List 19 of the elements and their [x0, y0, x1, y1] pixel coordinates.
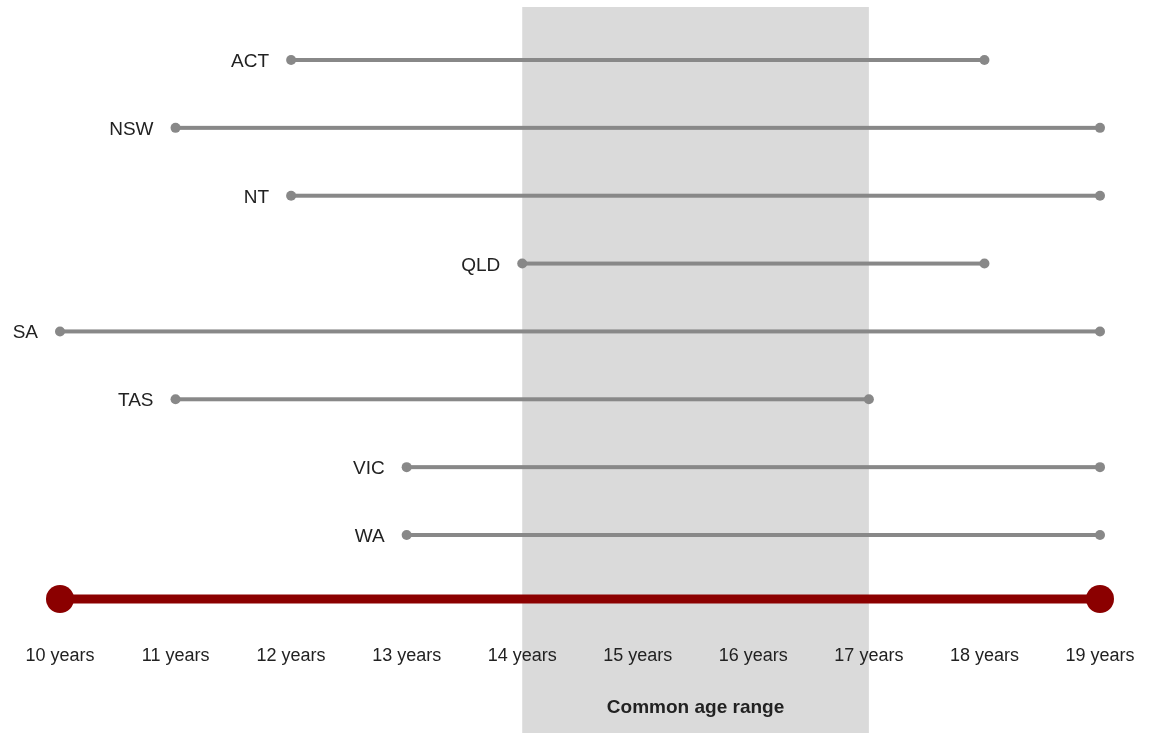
band-label: Common age range	[606, 696, 785, 717]
y-tick-label: QLD	[461, 253, 501, 275]
x-tick-label: 15 years	[603, 645, 673, 665]
x-tick-label: 16 years	[718, 645, 788, 665]
x-tick-label: 11 years	[141, 645, 210, 665]
y-tick-label: SA	[12, 321, 39, 343]
x-tick-label: 17 years	[834, 645, 904, 665]
x-tick-label: 13 years	[372, 645, 442, 665]
y-tick-label: TAS	[118, 389, 154, 411]
x-tick-label: 18 years	[949, 645, 1019, 665]
x-tick-label: 14 years	[487, 645, 557, 665]
y-tick-label: NSW	[109, 117, 154, 139]
x-tick-label: 10 years	[25, 645, 95, 665]
y-tick-label: VIC	[352, 457, 385, 479]
x-tick-label: 19 years	[1065, 645, 1135, 665]
y-tick-label: ACT	[231, 50, 270, 71]
x-tick-label: 12 years	[256, 645, 326, 665]
y-tick-label: NT	[243, 185, 270, 207]
y-tick-label: WA	[354, 525, 385, 546]
